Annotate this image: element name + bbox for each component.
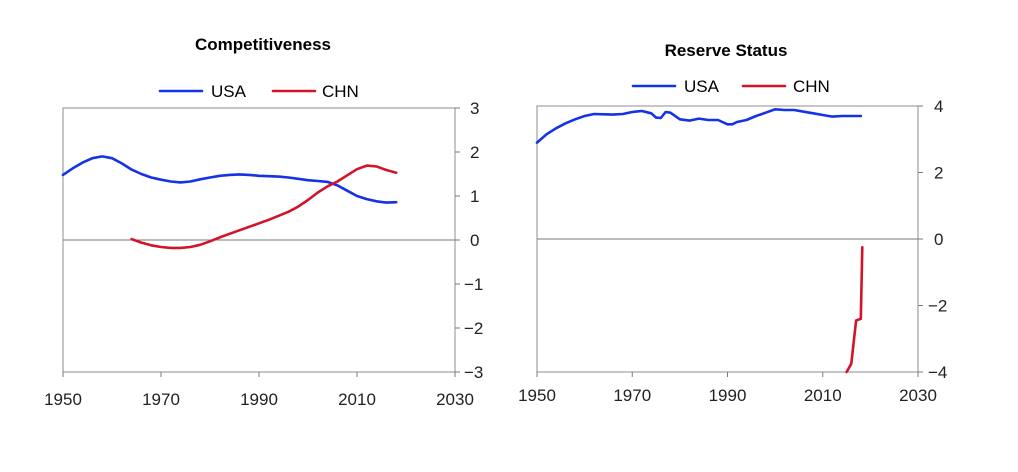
y-tick-label: 2 <box>934 164 943 183</box>
y-tick-label: 1 <box>470 187 479 206</box>
series-group <box>535 108 864 374</box>
y-tick-label: −2 <box>928 297 947 316</box>
x-tick-label: 2030 <box>899 386 937 405</box>
legend: USA CHN <box>158 82 359 101</box>
legend-label-chn: CHN <box>322 82 359 101</box>
chart-reserve-status: Reserve Status USA CHN 4 2 0 −2 −4 1950 1970 19… <box>518 41 947 405</box>
legend-label-usa: USA <box>684 77 720 96</box>
x-tick-label: 2010 <box>338 390 376 409</box>
y-tick-label: 3 <box>470 99 479 118</box>
series-line-usa <box>535 108 863 144</box>
y-tick-label: −4 <box>928 363 947 382</box>
y-tick-label: 4 <box>934 97 943 116</box>
y-tick-label: −3 <box>464 363 483 382</box>
legend-label-usa: USA <box>211 82 247 101</box>
x-tick-label: 1990 <box>240 390 278 409</box>
x-tick-label: 1950 <box>518 386 556 405</box>
y-tick-label: 0 <box>470 231 479 250</box>
legend: USA CHN <box>631 77 830 96</box>
legend-label-chn: CHN <box>793 77 830 96</box>
axis-ticks: 4 2 0 −2 −4 1950 1970 1990 2010 2030 <box>518 97 947 405</box>
y-tick-label: 0 <box>934 230 943 249</box>
series-line-chn <box>130 164 398 250</box>
y-tick-label: 2 <box>470 143 479 162</box>
x-tick-label: 1990 <box>709 386 747 405</box>
series-line-chn <box>845 246 864 374</box>
chart-title: Competitiveness <box>195 35 331 54</box>
axis-ticks: 3 2 1 0 −1 −2 −3 1950 1970 1990 2010 2030 <box>44 99 483 409</box>
chart-competitiveness: Competitiveness USA CHN 3 2 1 0 −1 −2 −3 1950 19… <box>44 35 483 409</box>
y-tick-label: −1 <box>464 275 483 294</box>
series-line-usa <box>61 155 398 204</box>
x-tick-label: 1970 <box>142 390 180 409</box>
x-tick-label: 1970 <box>613 386 651 405</box>
x-tick-label: 1950 <box>44 390 82 409</box>
x-tick-label: 2010 <box>804 386 842 405</box>
y-tick-label: −2 <box>464 319 483 338</box>
x-tick-label: 2030 <box>436 390 474 409</box>
chart-title: Reserve Status <box>665 41 788 60</box>
series-group <box>61 155 398 250</box>
